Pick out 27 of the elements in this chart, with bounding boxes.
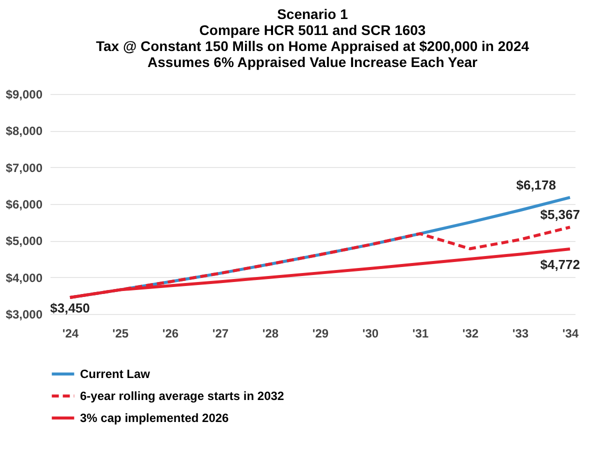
x-tick-label: '30	[362, 326, 379, 340]
x-tick-label: '32	[462, 326, 479, 340]
x-tick-label: '26	[162, 326, 179, 340]
y-tick-label: $7,000	[6, 160, 43, 175]
x-tick-label: '31	[412, 326, 429, 340]
y-tick-label: $9,000	[6, 88, 43, 102]
y-tick-label: $3,000	[6, 308, 43, 322]
y-tick-label: $4,000	[6, 270, 43, 285]
y-tick-label: $5,000	[6, 234, 43, 248]
legend-label: 3% cap implemented 2026	[80, 411, 230, 425]
chart-subtitle: Compare HCR 5011 and SCR 1603 Tax @ Constant 150 Mills on Home Appraised at $200,000 in 2024 Assumes 6% Appraised Value Increase Each Year	[96, 22, 530, 70]
annotation: $3,450	[50, 300, 90, 316]
x-tick-label: '29	[312, 326, 329, 340]
x-tick-label: '33	[512, 326, 529, 340]
annotation: $5,367	[540, 207, 580, 222]
x-tick-label: '28	[262, 326, 279, 340]
y-tick-label: $8,000	[6, 124, 43, 138]
legend-label: Current Law	[80, 367, 151, 381]
annotation: $4,772	[540, 257, 580, 272]
legend-label: 6-year rolling average starts in 2032	[80, 389, 284, 403]
x-tick-label: '27	[212, 326, 229, 340]
annotation: $6,178	[516, 177, 556, 192]
y-tick-label: $6,000	[6, 198, 43, 212]
chart-title: Scenario 1	[277, 6, 348, 22]
x-tick-label: '25	[112, 326, 129, 340]
x-tick-label: '34	[562, 326, 579, 340]
x-tick-label: '24	[62, 326, 79, 340]
